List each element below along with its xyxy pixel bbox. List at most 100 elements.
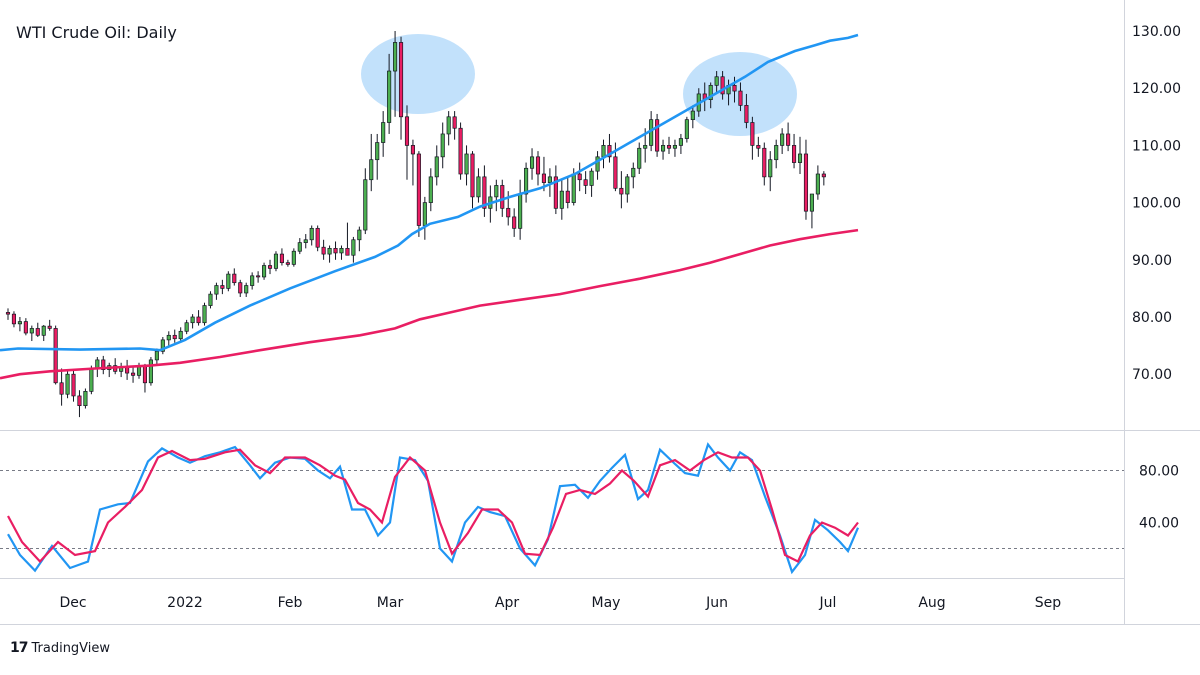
candle-body — [387, 70, 392, 123]
candle — [780, 128, 785, 154]
candle-body — [35, 328, 40, 336]
candle — [131, 365, 136, 383]
candle-body — [172, 334, 177, 340]
candle-body — [285, 262, 290, 265]
candle — [190, 314, 195, 329]
candle-body — [410, 145, 415, 155]
candle-body — [214, 285, 219, 295]
candle-body — [750, 122, 755, 146]
candle — [41, 325, 46, 342]
candle-body — [232, 273, 237, 284]
candle — [154, 348, 159, 366]
candle — [11, 311, 17, 328]
candle — [732, 76, 737, 103]
candle — [291, 248, 296, 267]
candle-body — [428, 176, 433, 203]
candle — [214, 282, 219, 300]
candle — [529, 148, 535, 180]
candle — [464, 145, 469, 186]
candle-body — [404, 116, 410, 146]
candle-body — [643, 145, 648, 149]
stochastic-k-line — [7, 442, 860, 575]
price-tick-label: 70.00 — [1132, 367, 1172, 383]
candle — [333, 241, 338, 260]
candle-body — [595, 156, 600, 172]
candle — [744, 93, 749, 129]
candle — [35, 322, 40, 338]
time-axis: Dec 2022 Feb Mar Apr May Jun Jul Aug Sep — [59, 595, 1061, 611]
candle-body — [381, 122, 386, 143]
candle-body — [440, 133, 445, 158]
candle-body — [238, 282, 243, 294]
tradingview-logo-icon: 17 — [10, 640, 29, 656]
candle-body — [470, 153, 475, 198]
candle — [232, 268, 237, 286]
candle-body — [196, 316, 201, 324]
candle — [267, 259, 273, 275]
candle — [416, 151, 421, 237]
candle-body — [131, 372, 136, 376]
candle — [369, 133, 374, 192]
candle — [565, 176, 570, 209]
candle-body — [244, 285, 249, 294]
stochastic-oscillator — [0, 442, 1124, 575]
candle-body — [375, 142, 380, 161]
candle-body — [631, 167, 636, 178]
time-tick-label: Mar — [377, 595, 404, 611]
candle — [327, 245, 332, 263]
candle — [285, 259, 290, 267]
candle-body — [607, 145, 612, 158]
candle-body — [256, 275, 261, 278]
candle-body — [792, 145, 797, 163]
candle-body — [83, 391, 88, 407]
candle-body — [273, 253, 279, 269]
candle-body — [815, 173, 820, 195]
candle — [666, 136, 672, 154]
candle — [196, 310, 201, 326]
candle-body — [29, 328, 34, 334]
candle-body — [803, 153, 809, 212]
candle — [83, 388, 88, 409]
candle — [262, 262, 267, 280]
candle-body — [583, 179, 588, 186]
candle — [238, 279, 243, 297]
moving-average-blue — [0, 33, 859, 352]
candle-body — [619, 187, 624, 195]
candle-body — [613, 156, 618, 189]
candle-body — [571, 173, 576, 203]
candle — [762, 142, 767, 186]
candle-body — [190, 316, 195, 324]
candle-body — [47, 325, 52, 329]
candle — [309, 225, 314, 246]
price-tick-label: 80.00 — [1132, 310, 1172, 326]
candle — [29, 325, 34, 342]
moving-average-pink — [0, 228, 859, 380]
candle-body — [71, 373, 76, 397]
candle-body — [541, 173, 547, 183]
candle-body — [589, 170, 594, 186]
tradingview-brand[interactable]: 17 TradingView — [10, 640, 110, 656]
candle — [375, 133, 380, 180]
candle — [393, 31, 398, 117]
candle-body — [553, 176, 558, 209]
candle — [625, 174, 630, 203]
candle — [220, 279, 225, 295]
candle — [494, 179, 499, 212]
candle-body — [768, 159, 773, 178]
candle-body — [11, 313, 17, 325]
candle-body — [500, 185, 505, 209]
candle-body — [529, 156, 535, 169]
price-tick-label: 120.00 — [1132, 81, 1181, 97]
candle — [17, 317, 22, 332]
time-tick-label: Dec — [59, 595, 86, 611]
candle-body — [422, 202, 427, 226]
candle-body — [327, 248, 332, 255]
candle-body — [464, 153, 469, 175]
candle — [202, 302, 207, 326]
candle-body — [398, 42, 404, 118]
candle — [547, 168, 552, 197]
candle-body — [17, 321, 22, 325]
candle-body — [518, 193, 523, 229]
candle-body — [809, 193, 814, 212]
